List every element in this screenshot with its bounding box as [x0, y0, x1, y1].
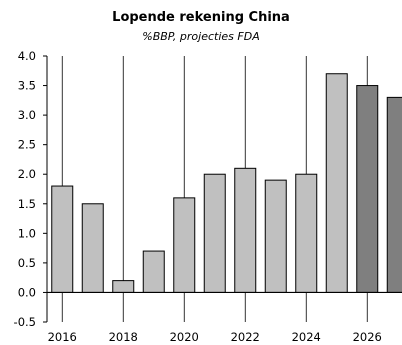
axes	[43, 55, 48, 323]
bars	[51, 73, 402, 293]
y-tick-label: 2.0	[18, 167, 36, 181]
bar-2025	[325, 73, 348, 293]
y-tick-label: 1.0	[18, 226, 36, 240]
bar-2024	[295, 173, 318, 293]
bar-2022	[234, 167, 257, 293]
x-tick-label-2020: 2020	[170, 330, 199, 344]
y-tick-label: -0.5	[14, 315, 36, 329]
y-tick-label: 1.5	[18, 197, 36, 211]
y-tick-labels: -0.5 0.0 0.5 1.0 1.5 2.0 2.5 3.0 3.5 4.0	[14, 49, 36, 329]
chart-subtitle: %BBP, projecties FDA	[142, 30, 260, 43]
bar-2018	[112, 280, 135, 293]
bar-2016	[51, 185, 74, 293]
y-tick-label: 4.0	[18, 49, 36, 63]
chart-title: Lopende rekening China	[112, 10, 290, 25]
y-tick-label: 3.5	[18, 79, 36, 93]
bar-2019	[142, 250, 165, 293]
x-tick-labels: 2016 2018 2020 2022 2024 2026	[48, 330, 382, 344]
x-tick-label-2022: 2022	[231, 330, 260, 344]
x-tick-label-2026: 2026	[353, 330, 382, 344]
bar-2017	[81, 203, 104, 293]
bar-2023	[264, 179, 287, 293]
y-tick-label: 0.0	[18, 285, 36, 299]
bar-2027	[386, 96, 402, 293]
x-tick-label-2016: 2016	[48, 330, 77, 344]
bar-2020	[173, 197, 196, 293]
y-tick-label: 2.5	[18, 138, 36, 152]
y-tick-label: 3.0	[18, 108, 36, 122]
bar-2026	[356, 85, 379, 293]
x-tick-label-2018: 2018	[109, 330, 138, 344]
y-tick-label: 0.5	[18, 256, 36, 270]
x-tick-label-2024: 2024	[292, 330, 321, 344]
bar-2021	[203, 173, 226, 293]
